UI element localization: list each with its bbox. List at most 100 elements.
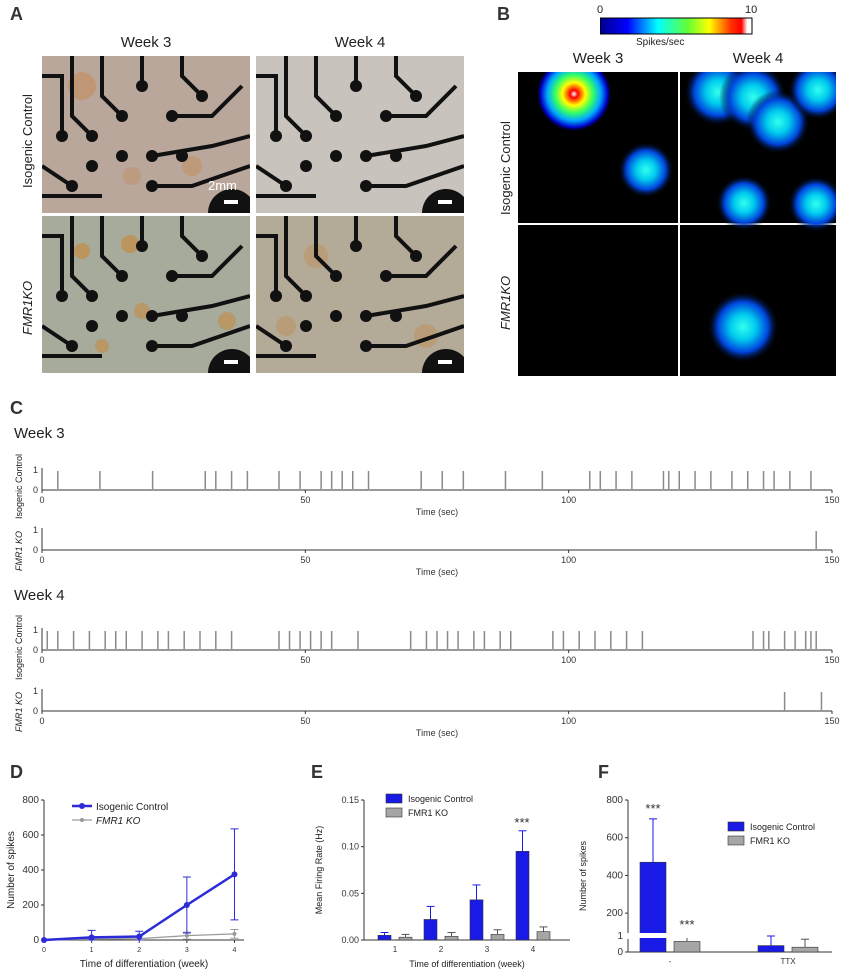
bar [444, 935, 459, 941]
bar [469, 899, 484, 941]
data-point [184, 933, 189, 938]
x-tick-label: 50 [300, 495, 310, 505]
panel-a-row-label-control: Isogenic Control [20, 94, 35, 188]
x-tick-label: 100 [561, 555, 576, 565]
x-tick-label: 50 [300, 655, 310, 665]
x-tick-label: 1 [393, 945, 398, 954]
legend-label: FMR1 KO [750, 836, 790, 846]
y-axis-label: Mean Firing Rate (Hz) [314, 826, 324, 915]
y-tick-label: 0 [617, 947, 623, 958]
chart-d-spike-count: 0 200 400 600 800 0 1 2 3 4 Time of differentiatio… [6, 795, 244, 970]
y-tick-label: 600 [606, 833, 623, 844]
legend-label: Isogenic Control [408, 794, 473, 804]
heatmap-ko-week4 [707, 291, 779, 363]
x-tick-label: 0 [39, 716, 44, 726]
y-tick-label: 400 [22, 865, 39, 876]
bar [423, 919, 438, 941]
y-tick-label: 1 [33, 465, 38, 475]
bar [673, 941, 701, 953]
raster-week3-ko: 0 1 0 50 100 150 Time (sec) [33, 525, 840, 577]
panel-a-col-label-week3: Week 3 [120, 34, 172, 51]
legend-swatch [727, 835, 745, 846]
x-tick-label: 50 [300, 716, 310, 726]
raster-week4-control: 0 1 0 50 100 150 [33, 625, 840, 665]
x-tick-label: 0 [39, 655, 44, 665]
y-tick-label: 0.05 [341, 888, 359, 898]
legend-label: Isogenic Control [750, 822, 815, 832]
raster-week4-ko: 0 1 0 50 100 150 Time (sec) [33, 686, 840, 738]
colorbar-min: 0 [597, 4, 604, 16]
y-tick-label: 0 [33, 645, 38, 655]
x-tick-label: 100 [561, 495, 576, 505]
x-tick-label: - [669, 957, 672, 966]
panel-label-d: D [10, 762, 23, 782]
x-axis-label: Time (sec) [416, 728, 458, 738]
colorbar [600, 17, 753, 35]
y-tick-label: 0 [33, 545, 38, 555]
mea-photo-control-week4 [256, 56, 464, 213]
y-tick-label: 600 [22, 830, 39, 841]
y-tick-label: 0 [33, 935, 39, 946]
y-tick-label: 400 [606, 870, 623, 881]
mea-photo-ko-week3 [42, 216, 250, 373]
heatmap-grid [518, 72, 836, 376]
data-point [88, 934, 95, 941]
x-tick-label: 50 [300, 555, 310, 565]
bar [757, 945, 785, 953]
raster-w3-control-ylabel: Isogenic Control [14, 453, 24, 519]
x-tick-label: 150 [824, 555, 839, 565]
legend-swatch [385, 807, 403, 818]
panel-label-c: C [10, 398, 23, 418]
raster-week3-control: 0 1 0 50 100 150 Time (sec) [33, 465, 840, 517]
y-tick-label: 200 [606, 908, 623, 919]
x-tick-label: 0 [39, 495, 44, 505]
x-tick-label: 100 [561, 716, 576, 726]
x-tick-label: 150 [824, 495, 839, 505]
y-tick-label: 1 [33, 625, 38, 635]
data-point [183, 902, 190, 908]
x-tick-label: 4 [233, 947, 237, 954]
y-tick-label: 0.15 [341, 795, 359, 805]
y-tick-label: 1 [617, 931, 623, 942]
chart-f-spikes-ttx: 0 1 200 400 600 800 Number of spikes - TTX Isogen… [578, 795, 832, 966]
panel-label-f: F [598, 762, 609, 782]
panel-label-e: E [311, 762, 324, 782]
bar [398, 936, 413, 941]
bar [515, 851, 530, 941]
legend-label: FMR1 KO [96, 816, 141, 827]
x-tick-label: 100 [561, 655, 576, 665]
mea-photo-control-week3 [42, 56, 250, 213]
data-point [136, 933, 143, 940]
bar [791, 946, 819, 953]
y-tick-label: 0.00 [341, 935, 359, 945]
panel-a-row-label-ko: FMR1KO [20, 280, 35, 335]
x-axis-label: Time (sec) [416, 507, 458, 517]
x-axis-label: Time of differentiation (week) [80, 959, 208, 970]
scale-bar-label: 2mm [208, 178, 237, 193]
x-tick-label: 2 [137, 947, 141, 954]
series-line [43, 873, 236, 942]
legend-marker [80, 818, 84, 822]
significance-label: *** [514, 815, 529, 830]
x-tick-label: 2 [439, 945, 444, 954]
panel-b-row-label-ko: FMR1KO [498, 275, 513, 330]
chart-e-mean-firing-rate: 0.00 0.05 0.10 0.15 Mean Firing Rate (Hz) Tim… [314, 793, 570, 969]
x-tick-label: 0 [39, 555, 44, 565]
panel-c-section-week4: Week 4 [14, 587, 65, 604]
x-tick-label: TTX [780, 957, 796, 966]
raster-w4-ko-ylabel: FMR1 KO [14, 691, 24, 732]
y-tick-label: 800 [606, 795, 623, 806]
x-tick-label: 3 [485, 945, 490, 954]
bar [377, 935, 392, 941]
x-tick-label: 150 [824, 716, 839, 726]
y-tick-label: 0 [33, 485, 38, 495]
panel-b-col-label-week3: Week 3 [572, 50, 624, 67]
x-tick-label: 3 [185, 947, 189, 954]
legend-marker [79, 803, 85, 809]
legend-label: Isogenic Control [96, 802, 168, 813]
y-tick-label: 1 [33, 686, 38, 696]
x-tick-label: 4 [531, 945, 536, 954]
colorbar-unit: Spikes/sec [636, 37, 685, 48]
y-tick-label: 0.10 [341, 842, 359, 852]
legend-swatch [385, 793, 403, 804]
